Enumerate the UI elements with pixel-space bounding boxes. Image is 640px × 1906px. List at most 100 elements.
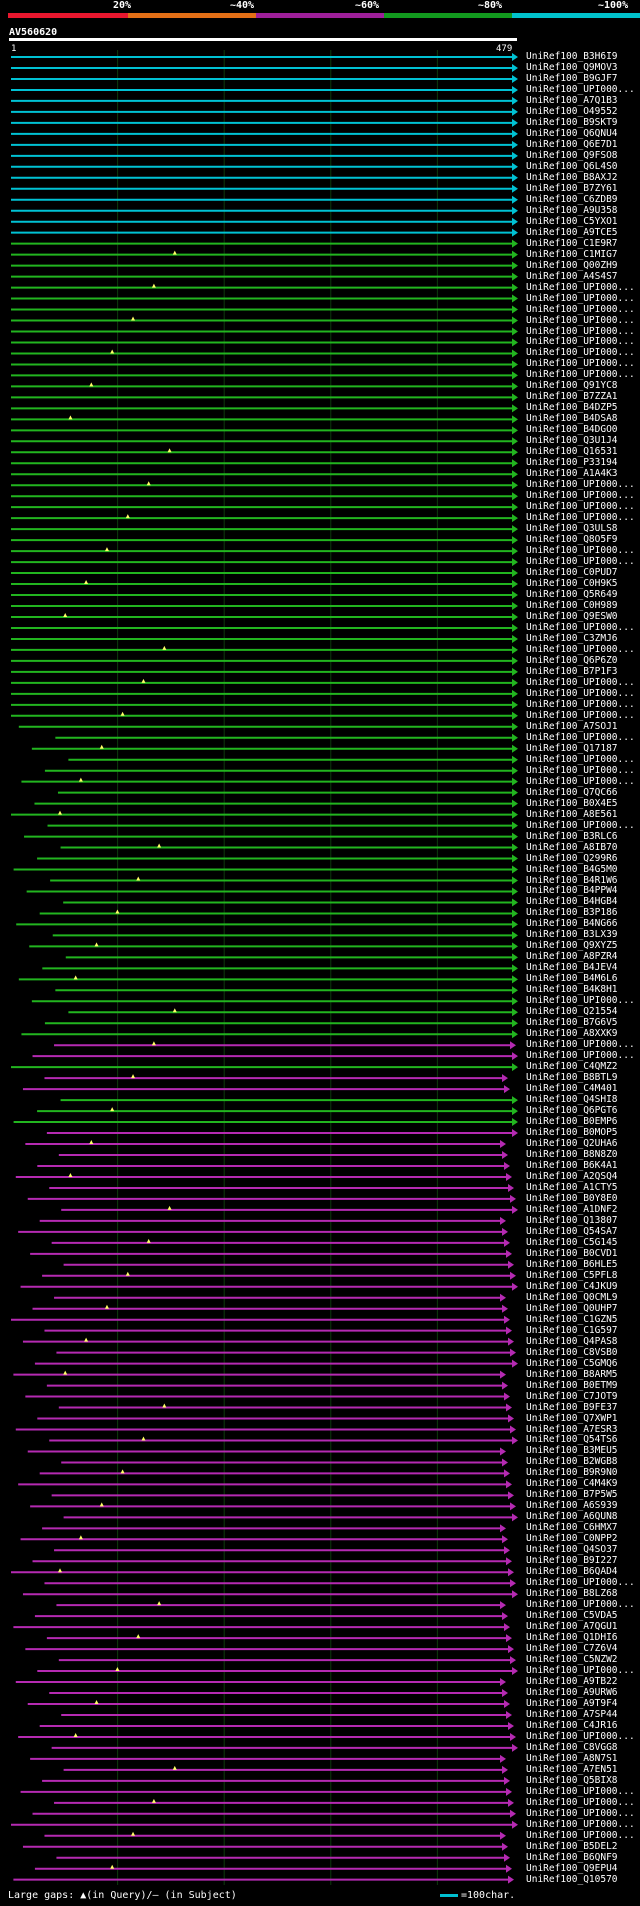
hit-name[interactable]: UniRef100_A1CTY5 xyxy=(526,1181,618,1193)
hit-name[interactable]: UniRef100_Q91YC8 xyxy=(526,380,618,392)
hit-name[interactable]: UniRef100_B4DZP5 xyxy=(526,402,618,414)
hit-name[interactable]: UniRef100_B3MEU5 xyxy=(526,1445,618,1457)
hit-name[interactable]: UniRef100_C1E9R7 xyxy=(526,237,618,249)
hit-name[interactable]: UniRef100_B6HLE5 xyxy=(526,1258,618,1270)
hit-name[interactable]: UniRef100_Q8O5F9 xyxy=(526,534,618,546)
hit-name[interactable]: UniRef100_UPI000... xyxy=(526,325,635,337)
hit-name[interactable]: UniRef100_B3LX39 xyxy=(526,929,618,941)
hit-name[interactable]: UniRef100_A8IB70 xyxy=(526,841,618,853)
hit-name[interactable]: UniRef100_B3H6I9 xyxy=(526,51,618,62)
hit-name[interactable]: UniRef100_UPI000... xyxy=(526,545,635,557)
hit-name[interactable]: UniRef100_C7Z6V4 xyxy=(526,1643,618,1655)
hit-name[interactable]: UniRef100_UPI000... xyxy=(526,1039,635,1051)
hit-name[interactable]: UniRef100_Q5BIX8 xyxy=(526,1774,618,1786)
hit-name[interactable]: UniRef100_C0PUD7 xyxy=(526,567,618,579)
hit-name[interactable]: UniRef100_Q4SHI8 xyxy=(526,1094,618,1106)
hit-name[interactable]: UniRef100_UPI000... xyxy=(526,1577,635,1589)
hit-name[interactable]: UniRef100_Q17187 xyxy=(526,742,618,754)
hit-name[interactable]: UniRef100_Q9XYZ5 xyxy=(526,940,618,952)
hit-name[interactable]: UniRef100_A1DNF2 xyxy=(526,1203,618,1215)
hit-name[interactable]: UniRef100_UPI000... xyxy=(526,643,635,655)
hit-name[interactable]: UniRef100_UPI000... xyxy=(526,687,635,699)
hit-name[interactable]: UniRef100_B0EMP6 xyxy=(526,1116,618,1128)
hit-name[interactable]: UniRef100_UPI000... xyxy=(526,1818,635,1830)
hit-name[interactable]: UniRef100_UPI000... xyxy=(526,819,635,831)
hit-name[interactable]: UniRef100_UPI000... xyxy=(526,336,635,348)
hit-name[interactable]: UniRef100_Q4PAS8 xyxy=(526,1335,618,1347)
hit-name[interactable]: UniRef100_B8LZ68 xyxy=(526,1588,618,1600)
hit-name[interactable]: UniRef100_Q54SA7 xyxy=(526,1225,618,1237)
hit-name[interactable]: UniRef100_C3ZMJ6 xyxy=(526,632,618,644)
hit-name[interactable]: UniRef100_Q6L4S0 xyxy=(526,160,618,172)
hit-name[interactable]: UniRef100_C5PFL8 xyxy=(526,1269,618,1281)
hit-name[interactable]: UniRef100_C4M401 xyxy=(526,1083,618,1095)
hit-name[interactable]: UniRef100_UPI000... xyxy=(526,1807,635,1819)
hit-name[interactable]: UniRef100_UPI000... xyxy=(526,1730,635,1742)
hit-name[interactable]: UniRef100_B7P1F3 xyxy=(526,665,618,677)
hit-name[interactable]: UniRef100_UPI000... xyxy=(526,731,635,743)
hit-name[interactable]: UniRef100_C4M4K9 xyxy=(526,1478,618,1490)
hit-name[interactable]: UniRef100_UPI000... xyxy=(526,775,635,787)
hit-name[interactable]: UniRef100_UPI000... xyxy=(526,292,635,304)
hit-name[interactable]: UniRef100_C0NPP2 xyxy=(526,1533,618,1545)
hit-name[interactable]: UniRef100_O49552 xyxy=(526,105,618,117)
hit-name[interactable]: UniRef100_Q21554 xyxy=(526,1006,618,1018)
hit-name[interactable]: UniRef100_B7G6V5 xyxy=(526,1017,618,1029)
hit-name[interactable]: UniRef100_Q7QC66 xyxy=(526,786,618,798)
hit-name[interactable]: UniRef100_B9GJF7 xyxy=(526,72,618,84)
hit-name[interactable]: UniRef100_A7ESR3 xyxy=(526,1423,618,1435)
hit-name[interactable]: UniRef100_Q5R649 xyxy=(526,589,618,601)
hit-name[interactable]: UniRef100_UPI000... xyxy=(526,709,635,721)
hit-name[interactable]: UniRef100_C5VDA5 xyxy=(526,1610,618,1622)
hit-name[interactable]: UniRef100_Q0UHP7 xyxy=(526,1302,618,1314)
hit-name[interactable]: UniRef100_A1A4K3 xyxy=(526,468,618,480)
hit-name[interactable]: UniRef100_C5G145 xyxy=(526,1236,618,1248)
hit-name[interactable]: UniRef100_B4DGO0 xyxy=(526,424,618,436)
hit-name[interactable]: UniRef100_C5NZW2 xyxy=(526,1654,618,1666)
hit-name[interactable]: UniRef100_A7EN51 xyxy=(526,1763,618,1775)
hit-name[interactable]: UniRef100_A6QUN8 xyxy=(526,1511,618,1523)
hit-name[interactable]: UniRef100_B8ARM5 xyxy=(526,1368,618,1380)
hit-name[interactable]: UniRef100_Q10570 xyxy=(526,1873,618,1885)
hit-name[interactable]: UniRef100_UPI000... xyxy=(526,314,635,326)
hit-name[interactable]: UniRef100_UPI000... xyxy=(526,1599,635,1611)
hit-name[interactable]: UniRef100_Q1DHI6 xyxy=(526,1632,618,1644)
hit-name[interactable]: UniRef100_UPI000... xyxy=(526,1829,635,1841)
hit-name[interactable]: UniRef100_A7QGU1 xyxy=(526,1621,618,1633)
hit-name[interactable]: UniRef100_UPI000... xyxy=(526,621,635,633)
hit-name[interactable]: UniRef100_B3RLC6 xyxy=(526,830,618,842)
hit-name[interactable]: UniRef100_Q13807 xyxy=(526,1214,618,1226)
hit-name[interactable]: UniRef100_B8BTL9 xyxy=(526,1072,618,1084)
hit-name[interactable]: UniRef100_C1GZN5 xyxy=(526,1313,618,1325)
hit-name[interactable]: UniRef100_C4QMZ2 xyxy=(526,1061,618,1073)
hit-name[interactable]: UniRef100_UPI000... xyxy=(526,1796,635,1808)
hit-name[interactable]: UniRef100_C5GMQ6 xyxy=(526,1357,618,1369)
hit-name[interactable]: UniRef100_A9URW6 xyxy=(526,1687,618,1699)
hit-name[interactable]: UniRef100_B4JEV4 xyxy=(526,962,618,974)
hit-name[interactable]: UniRef100_UPI000... xyxy=(526,512,635,524)
hit-name[interactable]: UniRef100_B0X4E5 xyxy=(526,797,618,809)
hit-name[interactable]: UniRef100_B9I227 xyxy=(526,1555,618,1567)
hit-name[interactable]: UniRef100_C6HMX7 xyxy=(526,1522,618,1534)
hit-name[interactable]: UniRef100_B5DEL2 xyxy=(526,1840,618,1852)
hit-name[interactable]: UniRef100_UPI000... xyxy=(526,303,635,315)
hit-name[interactable]: UniRef100_UPI000... xyxy=(526,995,635,1007)
hit-name[interactable]: UniRef100_B0ETM9 xyxy=(526,1379,618,1391)
hit-name[interactable]: UniRef100_UPI000... xyxy=(526,753,635,765)
hit-name[interactable]: UniRef100_UPI000... xyxy=(526,479,635,491)
hit-name[interactable]: UniRef100_A6S939 xyxy=(526,1500,618,1512)
hit-name[interactable]: UniRef100_B7P5W5 xyxy=(526,1489,618,1501)
hit-name[interactable]: UniRef100_Q6P6Z0 xyxy=(526,654,618,666)
hit-name[interactable]: UniRef100_C6ZDB9 xyxy=(526,193,618,205)
hit-name[interactable]: UniRef100_UPI000... xyxy=(526,358,635,370)
hit-name[interactable]: UniRef100_A2QSQ4 xyxy=(526,1170,618,1182)
hit-name[interactable]: UniRef100_C0H989 xyxy=(526,600,618,611)
hit-name[interactable]: UniRef100_UPI000... xyxy=(526,501,635,513)
hit-name[interactable]: UniRef100_B7ZZA1 xyxy=(526,391,618,403)
hit-name[interactable]: UniRef100_A4S4S7 xyxy=(526,270,618,282)
hit-name[interactable]: UniRef100_C0H9K5 xyxy=(526,578,618,590)
hit-name[interactable]: UniRef100_Q3ULS8 xyxy=(526,523,618,535)
hit-name[interactable]: UniRef100_Q9FSO8 xyxy=(526,149,618,161)
hit-name[interactable]: UniRef100_UPI000... xyxy=(526,281,635,293)
hit-name[interactable]: UniRef100_A9T9F4 xyxy=(526,1698,618,1709)
